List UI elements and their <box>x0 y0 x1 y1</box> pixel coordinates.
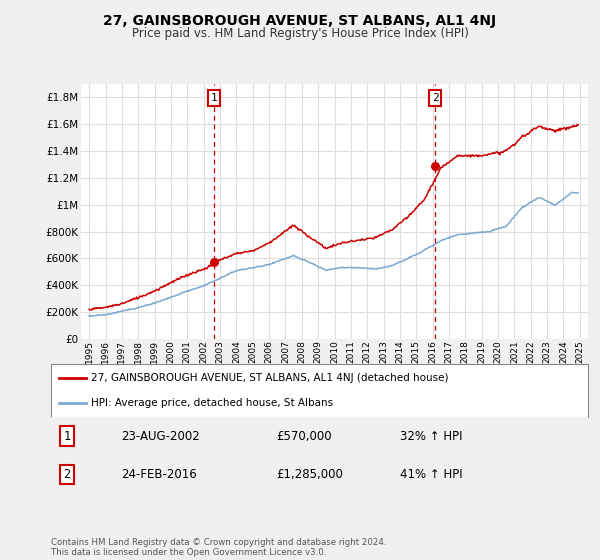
Text: 41% ↑ HPI: 41% ↑ HPI <box>400 468 463 481</box>
Text: 2: 2 <box>64 468 71 481</box>
Text: Price paid vs. HM Land Registry's House Price Index (HPI): Price paid vs. HM Land Registry's House … <box>131 27 469 40</box>
Text: £1,285,000: £1,285,000 <box>277 468 343 481</box>
Text: £570,000: £570,000 <box>277 430 332 443</box>
Text: 27, GAINSBOROUGH AVENUE, ST ALBANS, AL1 4NJ: 27, GAINSBOROUGH AVENUE, ST ALBANS, AL1 … <box>103 14 497 28</box>
Point <box>430 162 440 171</box>
Point <box>209 258 219 267</box>
Text: 2: 2 <box>432 93 439 103</box>
Text: HPI: Average price, detached house, St Albans: HPI: Average price, detached house, St A… <box>91 398 334 408</box>
Text: Contains HM Land Registry data © Crown copyright and database right 2024.
This d: Contains HM Land Registry data © Crown c… <box>51 538 386 557</box>
Text: 1: 1 <box>64 430 71 443</box>
Text: 27, GAINSBOROUGH AVENUE, ST ALBANS, AL1 4NJ (detached house): 27, GAINSBOROUGH AVENUE, ST ALBANS, AL1 … <box>91 374 449 384</box>
Text: 23-AUG-2002: 23-AUG-2002 <box>121 430 200 443</box>
Text: 1: 1 <box>211 93 218 103</box>
Text: 32% ↑ HPI: 32% ↑ HPI <box>400 430 463 443</box>
Text: 24-FEB-2016: 24-FEB-2016 <box>121 468 197 481</box>
